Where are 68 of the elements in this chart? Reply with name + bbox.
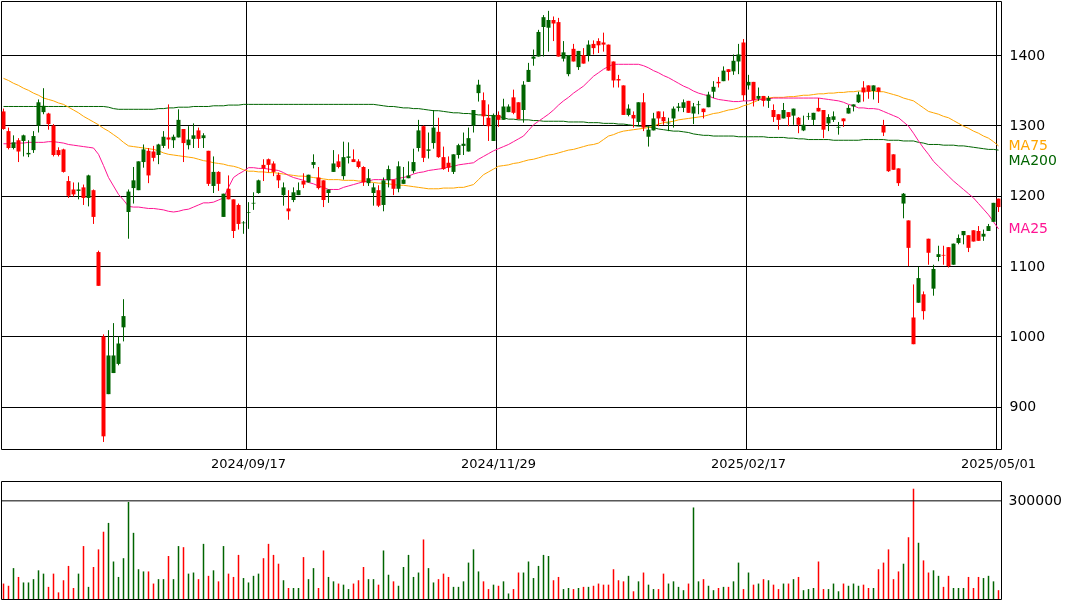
candlestick: [191, 122, 196, 149]
candlestick: [16, 137, 21, 163]
candlestick: [526, 62, 531, 83]
series-label: MA25: [1008, 219, 1048, 236]
candlestick: [331, 149, 336, 173]
candlestick: [251, 191, 256, 211]
candlestick: [376, 184, 381, 208]
candlestick: [926, 238, 931, 266]
candlestick: [281, 181, 286, 207]
candlestick: [86, 174, 91, 207]
y-tick-label: 1400: [1009, 46, 1046, 63]
candlestick: [1, 108, 6, 131]
y-tick-label: 1300: [1009, 116, 1046, 133]
candlestick: [166, 103, 171, 150]
candlestick: [81, 184, 86, 206]
candlestick: [836, 121, 841, 136]
candlestick: [31, 130, 36, 154]
candlestick: [211, 155, 216, 194]
candlestick: [416, 119, 421, 153]
candlestick: [671, 105, 676, 129]
candlestick: [751, 81, 756, 107]
candlestick: [691, 102, 696, 125]
candlestick: [126, 188, 131, 240]
candlestick: [361, 165, 366, 187]
x-tick-label: 2024/09/17: [211, 455, 286, 471]
x-tick-label: 2025/02/17: [711, 455, 786, 471]
candlestick: [426, 132, 431, 160]
candlestick: [181, 128, 186, 163]
y-tick-label: 900: [1009, 398, 1037, 415]
candlestick: [931, 264, 936, 297]
series-label: MA75: [1008, 136, 1048, 153]
candlestick: [566, 54, 571, 77]
y-tick-label: 1200: [1009, 187, 1046, 204]
candlestick: [696, 100, 701, 115]
candlestick: [731, 53, 736, 76]
candlestick: [601, 32, 606, 53]
candlestick: [466, 127, 471, 153]
x-tick-label: 2024/11/29: [461, 455, 536, 471]
candlestick: [946, 246, 951, 269]
candlestick: [586, 39, 591, 62]
candlestick: [481, 91, 486, 126]
text: 300000: [1008, 491, 1062, 508]
candlestick: [176, 108, 181, 138]
candlestick: [901, 192, 906, 219]
candlestick: [196, 127, 201, 149]
candlestick: [321, 179, 326, 208]
candlestick: [246, 201, 251, 230]
candlestick: [486, 103, 491, 142]
candlestick: [121, 298, 126, 342]
candlestick: [371, 182, 376, 207]
y-tick-label: 1000: [1009, 327, 1046, 344]
candlestick: [476, 79, 481, 103]
candlestick: [646, 125, 651, 148]
candlestick: [286, 189, 291, 221]
x-tick-label: 2025/05/01: [961, 455, 1036, 471]
candlestick: [216, 170, 221, 192]
candlestick: [921, 290, 926, 321]
candlestick: [471, 109, 476, 134]
candlestick: [736, 43, 741, 75]
series-label: MA200: [1008, 151, 1057, 168]
candlestick: [411, 148, 416, 174]
candlestick: [546, 10, 551, 53]
line-series: [3, 63, 999, 230]
candlestick: [6, 127, 11, 150]
candlestick: [821, 109, 826, 139]
y-tick-label: 1100: [1009, 257, 1046, 274]
candlestick: [236, 203, 241, 231]
candlestick: [386, 165, 391, 188]
